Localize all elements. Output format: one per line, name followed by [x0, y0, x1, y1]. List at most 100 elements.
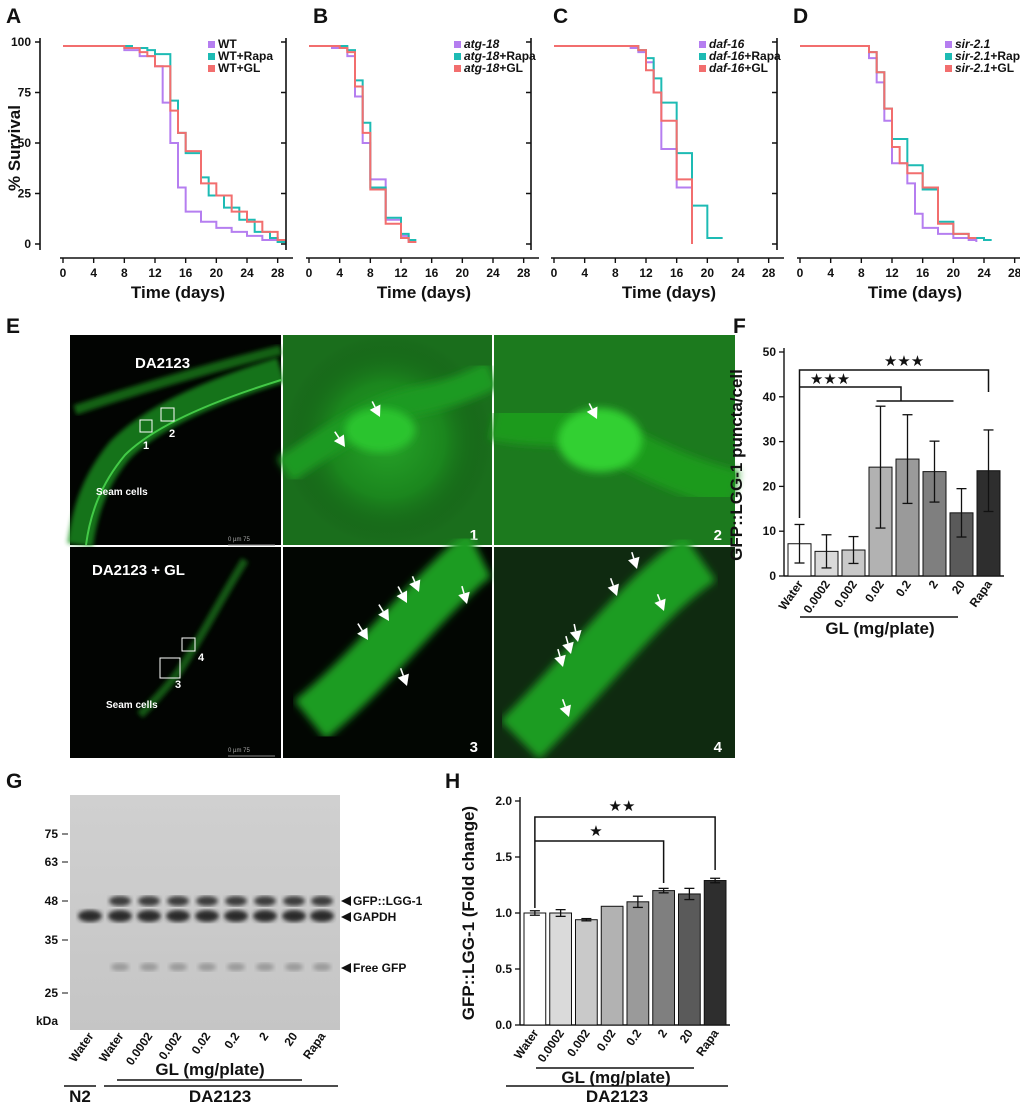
lane-label: 0.0002 [123, 1029, 156, 1067]
y-tick-label: 20 [763, 479, 777, 493]
panel-label-f: F [733, 315, 746, 338]
sig-bracket-gl [799, 386, 902, 401]
band-gfp-lgg1 [138, 896, 160, 906]
legend-swatch [945, 41, 952, 48]
legend-entry: atg-18+Rapa [464, 49, 536, 63]
band-gapdh [137, 910, 161, 922]
category-label: 0.02 [862, 577, 887, 604]
bar [678, 893, 701, 1026]
category-label: Rapa [967, 577, 995, 609]
band-label: GFP::LGG-1 [353, 894, 423, 908]
band-free-gfp [111, 963, 129, 971]
sig-stars-gl: ★★★ [810, 370, 850, 388]
zoom1-cell-body [277, 362, 498, 482]
survival-curve-2 [800, 45, 992, 241]
arrow-shaft [609, 577, 615, 586]
y-tick-label: 0 [769, 569, 776, 583]
band-gfp-lgg1 [225, 896, 247, 906]
punctum-arrow [369, 404, 381, 417]
arrow-shaft [573, 623, 577, 632]
x-tick-label: 0 [551, 266, 558, 280]
category-label: 0.02 [594, 1026, 619, 1053]
mw-marker: 48 [45, 894, 59, 908]
y-tick-label: 10 [763, 524, 777, 538]
mw-marker: 75 [45, 827, 59, 841]
lane-label: 2 [256, 1029, 271, 1043]
band-gapdh [310, 910, 334, 922]
roi-box-4 [181, 637, 196, 652]
punctum-arrow [396, 590, 408, 603]
survival-curve-3 [309, 45, 417, 243]
survival-curve-1 [554, 45, 693, 244]
band-pointer [341, 912, 351, 922]
x-tick-label: 24 [486, 266, 500, 280]
x-tick-label: 8 [858, 266, 865, 280]
y-tick-label: 0.5 [495, 962, 512, 976]
x-tick-label: 20 [701, 266, 715, 280]
strain-group-label: DA2123 [586, 1087, 648, 1106]
arrow-shaft [656, 593, 661, 602]
y-tick-label: 1.0 [495, 906, 512, 920]
band-gapdh [108, 910, 132, 922]
y-tick-label: 75 [18, 86, 32, 100]
panel-label-h: H [445, 770, 460, 793]
legend-entry: daf-16+GL [709, 61, 768, 75]
x-tick-label: 12 [394, 266, 408, 280]
arrow-shaft [557, 648, 561, 657]
panel-label-e: E [6, 315, 20, 338]
bar [549, 912, 572, 1026]
band-free-gfp [227, 963, 245, 971]
survival-curve-2 [63, 45, 286, 243]
category-label: 0.0002 [535, 1026, 568, 1064]
band-pointer [341, 896, 351, 906]
arrow-shaft [461, 585, 465, 594]
x-tick-label: 16 [670, 266, 684, 280]
punctum-arrow [333, 434, 345, 447]
survival-curve-3 [800, 45, 977, 239]
worm-body-gl [137, 557, 249, 718]
panel-label-a: A [6, 5, 21, 28]
micrograph-bottom-overview [70, 547, 281, 758]
band-free-gfp [169, 963, 187, 971]
band-free-gfp [140, 963, 158, 971]
y-axis-title: GFP::LGG-1 (Fold change) [459, 806, 478, 1020]
legend-entry: atg-18+GL [464, 61, 523, 75]
category-label: 0.2 [623, 1026, 644, 1048]
x-tick-label: 8 [367, 266, 374, 280]
legend-entry: sir-2.1 [955, 37, 991, 51]
band-gfp-lgg1 [311, 896, 333, 906]
legend-entry: daf-16+Rapa [709, 49, 781, 63]
x-tick-label: 24 [731, 266, 745, 280]
y-tick-label: 2.0 [495, 794, 512, 808]
x-axis-title: Time (days) [622, 283, 716, 302]
category-label: 0.0002 [800, 577, 833, 615]
arrow-shaft [561, 698, 567, 707]
category-label: 0.002 [831, 577, 860, 610]
sig-stars-gl: ★ [589, 822, 602, 840]
punctum-arrow [458, 591, 470, 604]
x-tick-label: 20 [210, 266, 224, 280]
zoom2-nucleus [558, 408, 642, 472]
panel-label-c: C [553, 5, 568, 28]
legend-entry: sir-2.1+Rapa [955, 49, 1020, 63]
band-free-gfp [198, 963, 216, 971]
band-gapdh [195, 910, 219, 922]
survival-plot-b: 0 4 8 12 16 20 24 28 Time (days) atg-18atg-18+Rap… [281, 37, 539, 302]
category-label: 20 [677, 1026, 696, 1045]
arrow-shaft [399, 667, 405, 676]
survival-panels: 100 75 50 25 0 0 4 8 12 16 20 24 28 Time (days) WTWT+R… [11, 35, 1020, 302]
legend-entry: daf-16 [709, 37, 745, 51]
worm-body-top [73, 345, 283, 415]
panel-label-d: D [793, 5, 808, 28]
band-label: GAPDH [353, 910, 396, 924]
roi-label-1: 1 [143, 440, 149, 452]
survival-ylabel: % Survival [5, 105, 24, 191]
x-tick-label: 12 [885, 266, 899, 280]
lane-label: 0.002 [156, 1029, 185, 1062]
sig-stars-rapa: ★★ [609, 797, 636, 815]
band-gfp-lgg1 [167, 896, 189, 906]
y-tick-label: 30 [763, 435, 777, 449]
